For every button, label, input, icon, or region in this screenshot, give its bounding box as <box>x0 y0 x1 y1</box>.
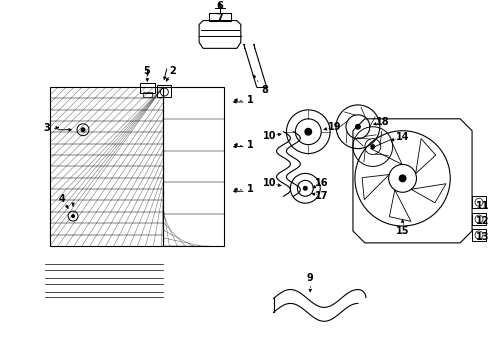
Text: 10: 10 <box>263 131 276 141</box>
Text: 1: 1 <box>247 95 254 105</box>
Circle shape <box>355 124 361 130</box>
Bar <box>163 87 224 246</box>
Text: 18: 18 <box>376 117 390 127</box>
Text: 6: 6 <box>217 1 223 11</box>
Text: 10: 10 <box>263 178 276 188</box>
Bar <box>472 229 486 241</box>
Text: 16: 16 <box>315 178 328 188</box>
Bar <box>143 92 152 97</box>
Text: 8: 8 <box>261 85 268 95</box>
Circle shape <box>71 214 75 218</box>
Bar <box>140 83 155 93</box>
Text: 13: 13 <box>476 232 490 242</box>
Circle shape <box>370 144 375 149</box>
Bar <box>157 85 171 97</box>
Text: 1: 1 <box>247 184 254 194</box>
Text: 11: 11 <box>476 201 490 211</box>
Text: 14: 14 <box>396 132 409 142</box>
Bar <box>472 213 486 225</box>
Text: 1: 1 <box>247 140 254 150</box>
Text: 5: 5 <box>143 66 150 76</box>
Circle shape <box>80 127 85 132</box>
Text: 2: 2 <box>169 66 176 76</box>
Text: 15: 15 <box>396 226 409 236</box>
Bar <box>50 87 163 246</box>
Text: 19: 19 <box>328 122 342 132</box>
Text: 7: 7 <box>217 13 223 23</box>
Circle shape <box>398 174 407 182</box>
Text: 17: 17 <box>315 191 328 201</box>
Text: 12: 12 <box>476 216 490 226</box>
Circle shape <box>304 128 312 136</box>
Circle shape <box>303 186 308 191</box>
Bar <box>472 196 486 208</box>
Text: 4: 4 <box>59 194 66 204</box>
Text: 3: 3 <box>43 123 49 133</box>
Text: 9: 9 <box>307 273 314 283</box>
